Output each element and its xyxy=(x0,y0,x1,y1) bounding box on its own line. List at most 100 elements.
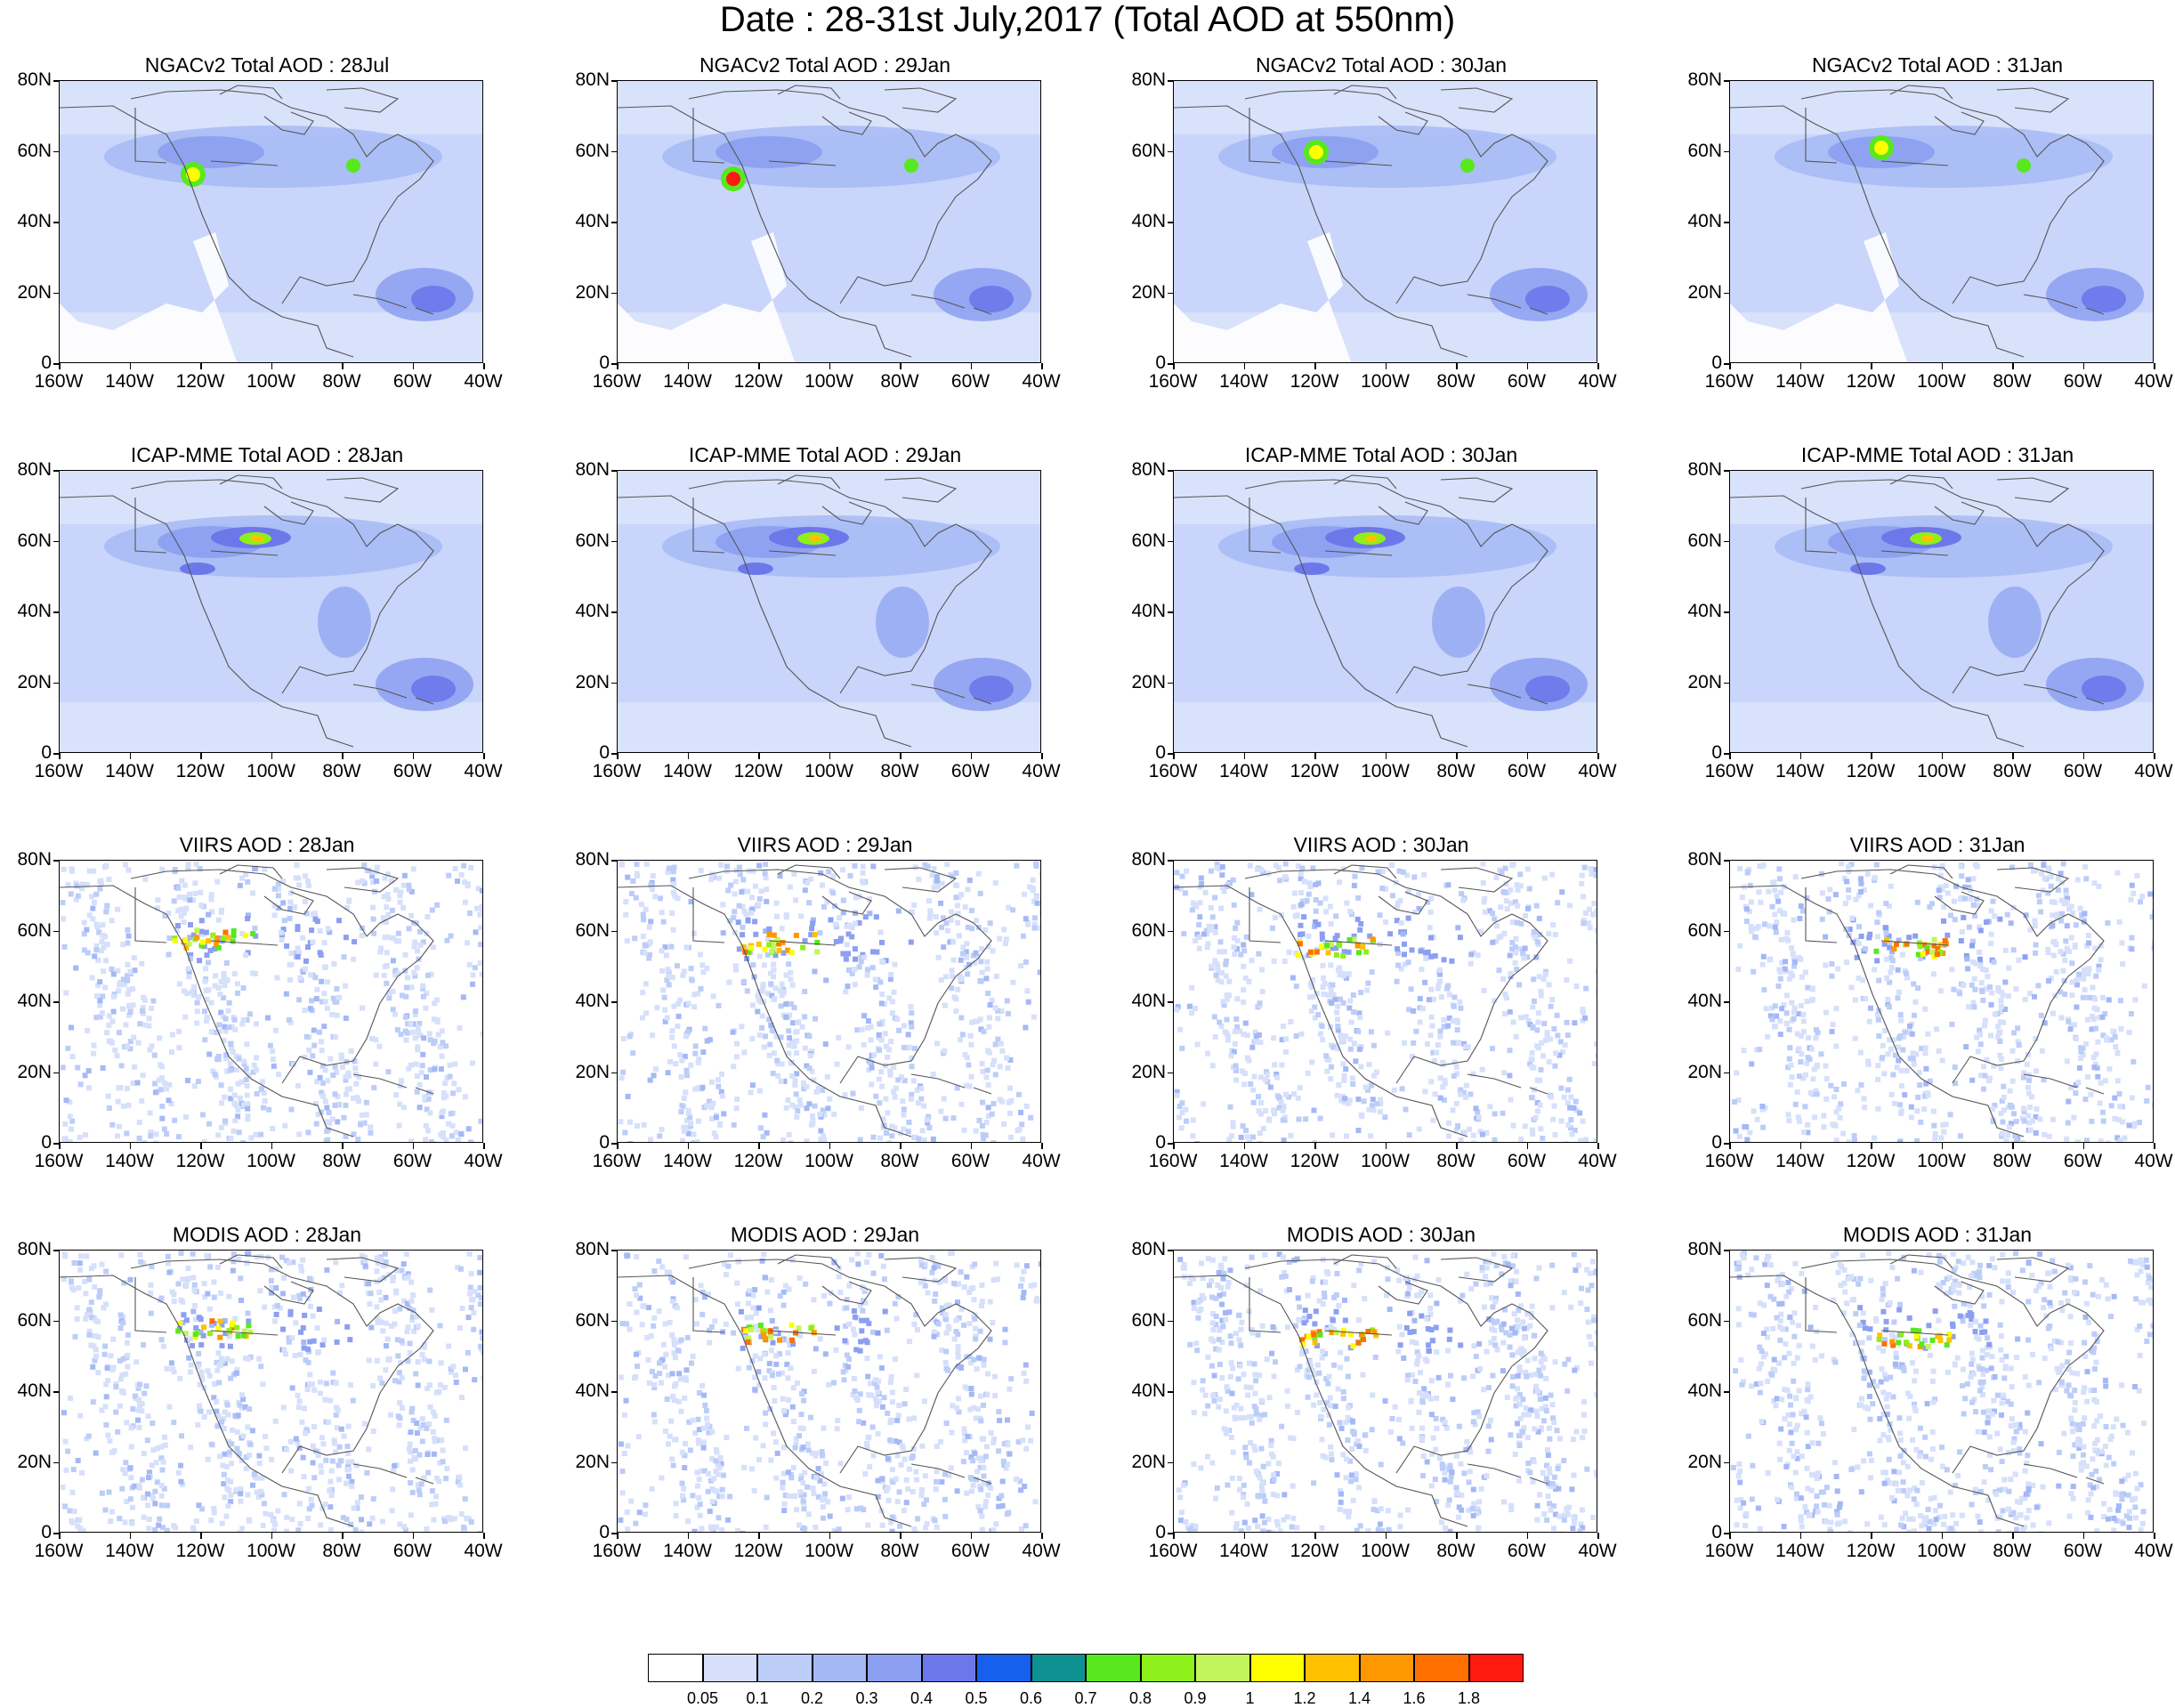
longitude-label: 40W xyxy=(1010,1542,1072,1561)
longitude-label: 100W xyxy=(1354,1152,1417,1171)
latitude-tick xyxy=(1724,611,1730,613)
latitude-label: 40N xyxy=(7,212,52,231)
longitude-label: 40W xyxy=(1010,372,1072,392)
longitude-tick xyxy=(1041,363,1043,369)
colorbar-swatch xyxy=(976,1654,1031,1682)
longitude-tick xyxy=(2012,363,2014,369)
latitude-tick xyxy=(611,683,618,684)
latitude-tick xyxy=(1724,683,1730,684)
longitude-tick xyxy=(2083,753,2085,759)
map-frame xyxy=(1173,470,1597,753)
longitude-label: 80W xyxy=(869,762,931,781)
panel-title: VIIRS AOD : 29Jan xyxy=(611,833,1039,856)
latitude-tick xyxy=(1724,1462,1730,1464)
latitude-tick xyxy=(1168,470,1174,472)
longitude-label: 80W xyxy=(1425,372,1487,392)
latitude-label: 80N xyxy=(1678,1240,1722,1259)
longitude-label: 80W xyxy=(869,1542,931,1561)
longitude-label: 80W xyxy=(1425,762,1487,781)
latitude-tick xyxy=(53,1391,60,1393)
longitude-label: 80W xyxy=(311,762,373,781)
latitude-label: 60N xyxy=(7,921,52,941)
longitude-tick xyxy=(758,1533,760,1539)
longitude-label: 60W xyxy=(940,1542,1002,1561)
latitude-label: 20N xyxy=(1678,673,1722,692)
longitude-tick xyxy=(617,363,619,369)
longitude-tick xyxy=(1244,753,1246,759)
latitude-tick xyxy=(611,611,618,613)
latitude-tick xyxy=(1168,683,1174,684)
longitude-tick xyxy=(971,1533,973,1539)
longitude-tick xyxy=(483,1533,485,1539)
longitude-tick xyxy=(1527,1533,1529,1539)
map-frame xyxy=(59,860,483,1143)
longitude-tick xyxy=(200,363,202,369)
longitude-label: 120W xyxy=(1839,1152,1902,1171)
longitude-tick xyxy=(1386,1143,1387,1149)
colorbar-swatch xyxy=(1360,1654,1415,1682)
latitude-label: 60N xyxy=(1121,531,1166,551)
latitude-label: 40N xyxy=(565,1381,610,1401)
latitude-tick xyxy=(53,470,60,472)
latitude-label: 0 xyxy=(1121,353,1166,373)
longitude-tick xyxy=(2012,1533,2014,1539)
latitude-tick xyxy=(1724,151,1730,153)
latitude-tick xyxy=(1168,931,1174,933)
longitude-tick xyxy=(271,753,273,759)
longitude-label: 140W xyxy=(1213,1152,1275,1171)
latitude-label: 0 xyxy=(7,1523,52,1542)
longitude-label: 140W xyxy=(657,762,719,781)
latitude-tick xyxy=(611,1321,618,1323)
longitude-tick xyxy=(2083,1533,2085,1539)
colorbar-swatch xyxy=(813,1654,868,1682)
longitude-label: 40W xyxy=(452,1542,514,1561)
latitude-label: 60N xyxy=(1121,142,1166,161)
longitude-tick xyxy=(1729,1533,1731,1539)
longitude-label: 140W xyxy=(657,1542,719,1561)
latitude-label: 0 xyxy=(1678,353,1722,373)
latitude-tick xyxy=(611,860,618,862)
longitude-label: 120W xyxy=(1839,762,1902,781)
longitude-tick xyxy=(200,1143,202,1149)
latitude-tick xyxy=(53,541,60,543)
latitude-label: 40N xyxy=(7,992,52,1011)
colorbar-swatch xyxy=(703,1654,758,1682)
longitude-tick xyxy=(342,1143,344,1149)
map-frame xyxy=(617,80,1041,363)
longitude-label: 100W xyxy=(1911,1152,1973,1171)
longitude-label: 60W xyxy=(1496,762,1558,781)
longitude-label: 140W xyxy=(99,1152,161,1171)
longitude-label: 100W xyxy=(1354,372,1417,392)
longitude-tick xyxy=(130,1533,132,1539)
colorbar-swatch xyxy=(1305,1654,1360,1682)
latitude-label: 0 xyxy=(1121,1523,1166,1542)
longitude-label: 60W xyxy=(382,1152,444,1171)
latitude-tick xyxy=(1724,1391,1730,1393)
longitude-label: 160W xyxy=(1142,372,1204,392)
longitude-tick xyxy=(1729,1143,1731,1149)
latitude-tick xyxy=(611,1001,618,1003)
longitude-label: 100W xyxy=(1354,1542,1417,1561)
latitude-label: 0 xyxy=(1678,743,1722,763)
latitude-label: 60N xyxy=(1678,531,1722,551)
latitude-tick xyxy=(611,151,618,153)
colorbar-label: 0.7 xyxy=(1059,1689,1112,1708)
longitude-label: 160W xyxy=(28,1152,90,1171)
longitude-label: 40W xyxy=(1566,1542,1629,1561)
longitude-tick xyxy=(1942,1143,1944,1149)
longitude-tick xyxy=(971,1143,973,1149)
longitude-tick xyxy=(971,753,973,759)
longitude-label: 40W xyxy=(452,372,514,392)
longitude-label: 40W xyxy=(2122,762,2175,781)
latitude-label: 0 xyxy=(7,1133,52,1153)
longitude-label: 40W xyxy=(1010,762,1072,781)
longitude-label: 140W xyxy=(1769,762,1831,781)
latitude-label: 0 xyxy=(565,1523,610,1542)
latitude-label: 60N xyxy=(565,531,610,551)
longitude-tick xyxy=(1871,363,1872,369)
colorbar-swatch xyxy=(1086,1654,1141,1682)
panel-title: ICAP-MME Total AOD : 30Jan xyxy=(1168,443,1595,466)
longitude-tick xyxy=(1597,1143,1599,1149)
